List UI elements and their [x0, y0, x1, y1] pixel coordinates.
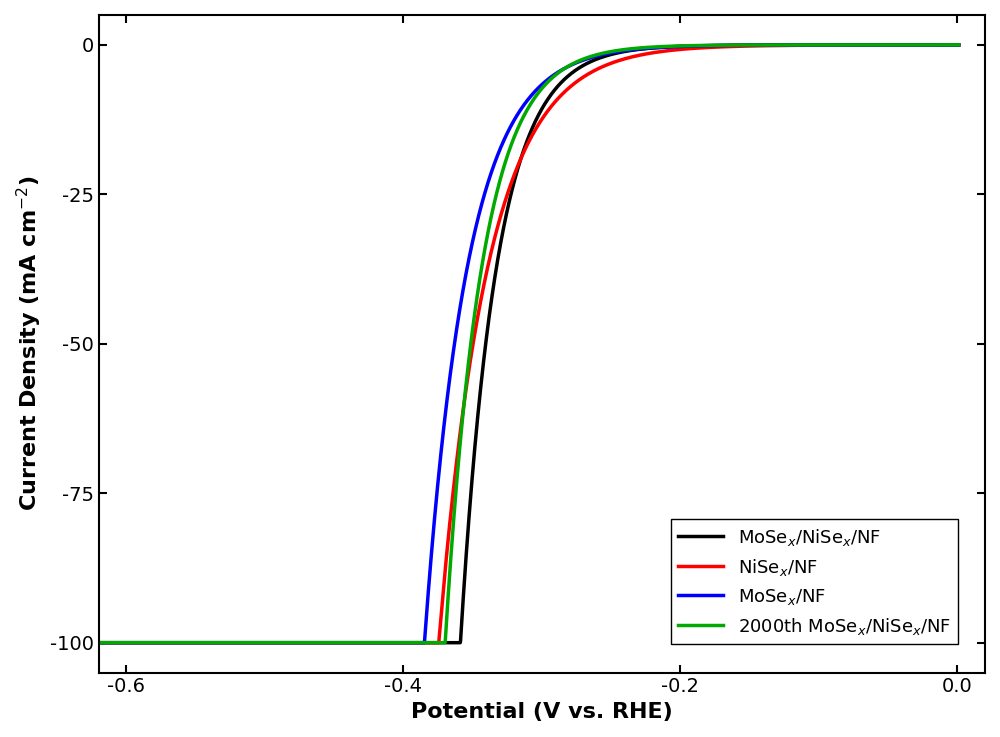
Line: 2000th MoSe$_x$/NiSe$_x$/NF: 2000th MoSe$_x$/NiSe$_x$/NF — [99, 45, 959, 643]
2000th MoSe$_x$/NiSe$_x$/NF — [460, 383, 472, 392]
MoSe$_x$/NiSe$_x$/NF — [953, 41, 965, 49]
MoSe$_x$/NiSe$_x$/NF — [936, 41, 948, 49]
Line: NiSe$_x$/NF: NiSe$_x$/NF — [99, 45, 959, 643]
2000th MoSe$_x$/NiSe$_x$/NF — [936, 41, 948, 49]
2000th MoSe$_x$/NiSe$_x$/NF — [422, 638, 434, 647]
MoSe$_x$/NF — [422, 586, 434, 595]
NiSe$_x$/NF — [93, 638, 105, 647]
MoSe$_x$/NF — [242, 638, 254, 647]
NiSe$_x$/NF — [953, 41, 965, 49]
Legend: MoSe$_x$/NiSe$_x$/NF, NiSe$_x$/NF, MoSe$_x$/NF, 2000th MoSe$_x$/NiSe$_x$/NF: MoSe$_x$/NiSe$_x$/NF, NiSe$_x$/NF, MoSe$… — [671, 520, 958, 644]
MoSe$_x$/NiSe$_x$/NF — [422, 638, 434, 647]
NiSe$_x$/NF — [460, 387, 472, 396]
2000th MoSe$_x$/NiSe$_x$/NF — [953, 41, 965, 49]
MoSe$_x$/NF — [843, 41, 855, 49]
MoSe$_x$/NF — [191, 638, 203, 647]
NiSe$_x$/NF — [191, 638, 203, 647]
MoSe$_x$/NiSe$_x$/NF — [93, 638, 105, 647]
MoSe$_x$/NiSe$_x$/NF — [191, 638, 203, 647]
2000th MoSe$_x$/NiSe$_x$/NF — [843, 41, 855, 49]
NiSe$_x$/NF — [843, 41, 855, 49]
NiSe$_x$/NF — [936, 41, 948, 49]
MoSe$_x$/NF — [953, 41, 965, 49]
Y-axis label: Current Density (mA cm$^{-2}$): Current Density (mA cm$^{-2}$) — [15, 176, 44, 511]
MoSe$_x$/NF — [460, 271, 472, 280]
2000th MoSe$_x$/NiSe$_x$/NF — [242, 638, 254, 647]
NiSe$_x$/NF — [422, 638, 434, 647]
MoSe$_x$/NiSe$_x$/NF — [843, 41, 855, 49]
MoSe$_x$/NiSe$_x$/NF — [242, 638, 254, 647]
2000th MoSe$_x$/NiSe$_x$/NF — [191, 638, 203, 647]
MoSe$_x$/NiSe$_x$/NF — [460, 558, 472, 567]
Line: MoSe$_x$/NiSe$_x$/NF: MoSe$_x$/NiSe$_x$/NF — [99, 45, 959, 643]
MoSe$_x$/NF — [93, 638, 105, 647]
2000th MoSe$_x$/NiSe$_x$/NF — [93, 638, 105, 647]
Line: MoSe$_x$/NF: MoSe$_x$/NF — [99, 45, 959, 643]
MoSe$_x$/NF — [936, 41, 948, 49]
NiSe$_x$/NF — [242, 638, 254, 647]
X-axis label: Potential (V vs. RHE): Potential (V vs. RHE) — [411, 702, 673, 722]
